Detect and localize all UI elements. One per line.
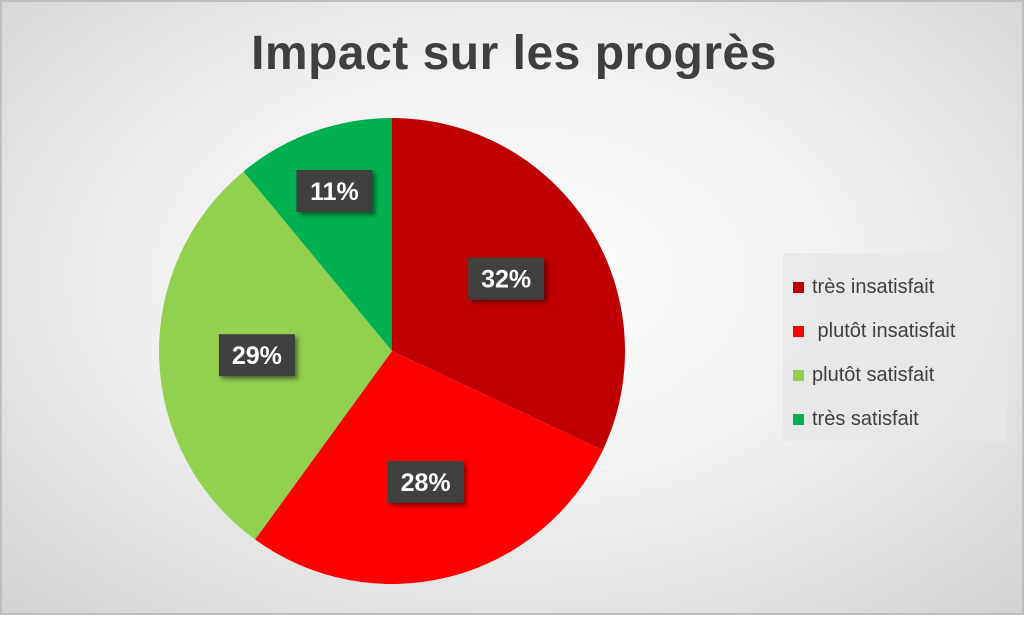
data-label-text-plutot-satisfait: 29% — [232, 342, 282, 370]
data-label-tres-satisfait: 11% — [296, 170, 373, 212]
data-label-tres-insatisfait: 32% — [468, 257, 545, 300]
legend-swatch-tres-insatisfait — [793, 281, 804, 293]
data-label-box-plutot-satisfait — [218, 334, 295, 377]
data-label-text-tres-satisfait: 11% — [310, 178, 359, 206]
legend-label-plutot-insatisfait: plutôt insatisfait — [812, 319, 956, 342]
data-label-text-tres-insatisfait: 32% — [481, 266, 531, 294]
data-label-box-plutot-insatisfait — [387, 460, 464, 503]
legend-item-tres-insatisfait: très insatisfait — [793, 265, 1007, 309]
legend-swatch-plutot-insatisfait — [793, 325, 804, 337]
legend-label-plutot-satisfait: plutôt satisfait — [812, 363, 935, 386]
legend-swatch-tres-satisfait — [793, 413, 804, 425]
chart-legend: très insatisfait plutôt insatisfait plut… — [783, 253, 1007, 441]
chart-title: Impact sur les progrès — [251, 27, 777, 80]
legend-label-tres-satisfait: très satisfait — [812, 407, 919, 430]
legend-item-plutot-insatisfait: plutôt insatisfait — [793, 309, 1007, 353]
legend-label-tres-insatisfait: très insatisfait — [812, 275, 935, 298]
data-label-box-tres-satisfait — [296, 170, 373, 212]
legend-item-tres-satisfait: très satisfait — [793, 397, 1007, 441]
data-label-text-plutot-insatisfait: 28% — [401, 469, 451, 497]
data-label-plutot-insatisfait: 28% — [387, 460, 464, 503]
legend-swatch-plutot-satisfait — [793, 369, 804, 381]
legend-item-plutot-satisfait: plutôt satisfait — [793, 353, 1007, 397]
data-label-box-tres-insatisfait — [468, 257, 545, 300]
data-label-plutot-satisfait: 29% — [218, 334, 295, 377]
